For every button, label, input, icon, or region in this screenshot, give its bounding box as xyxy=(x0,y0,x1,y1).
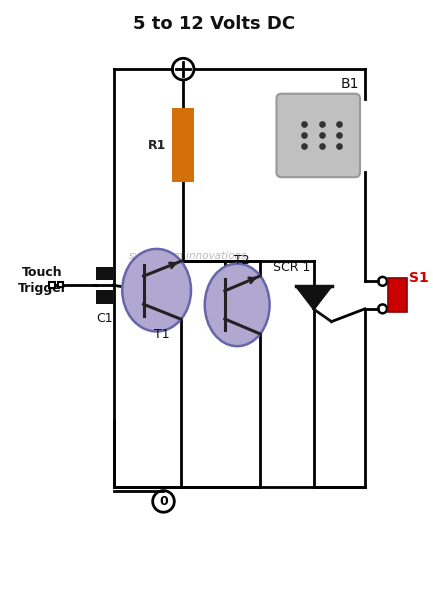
Text: R1: R1 xyxy=(148,139,166,152)
Bar xyxy=(96,266,113,280)
Polygon shape xyxy=(296,286,332,309)
Text: B1: B1 xyxy=(341,77,359,91)
Text: SCR 1: SCR 1 xyxy=(272,262,310,274)
Text: C1: C1 xyxy=(96,312,113,325)
Ellipse shape xyxy=(122,249,191,331)
Bar xyxy=(96,290,113,304)
Bar xyxy=(58,283,63,287)
Text: swagatam innovations: swagatam innovations xyxy=(129,251,247,261)
Text: T2: T2 xyxy=(234,254,250,267)
Text: Touch
Trigger: Touch Trigger xyxy=(18,266,68,295)
Ellipse shape xyxy=(205,263,270,346)
Bar xyxy=(388,278,407,312)
Text: S1: S1 xyxy=(409,271,429,284)
Bar xyxy=(172,109,194,182)
Text: 0: 0 xyxy=(159,495,168,508)
FancyBboxPatch shape xyxy=(277,94,360,177)
Text: 5 to 12 Volts DC: 5 to 12 Volts DC xyxy=(132,15,295,33)
Text: T1: T1 xyxy=(154,328,169,341)
